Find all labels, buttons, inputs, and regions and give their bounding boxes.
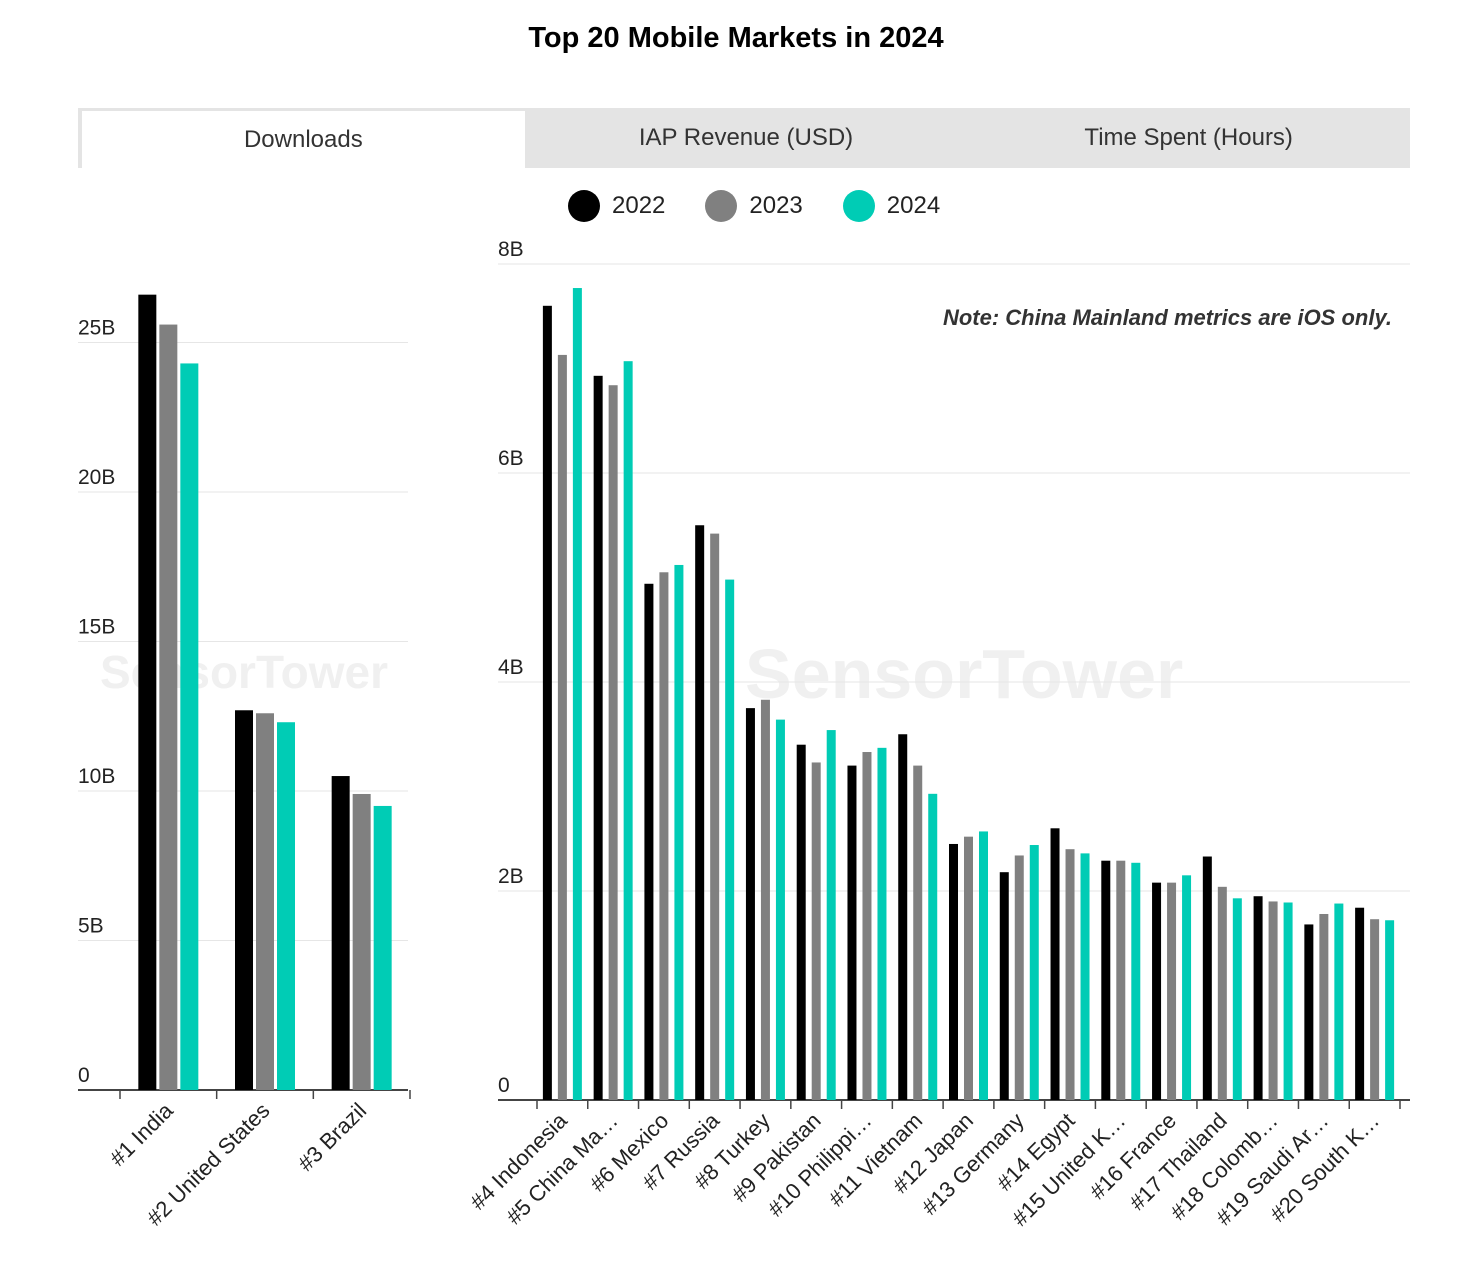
bar-9-pakistan-2024[interactable]	[826, 730, 836, 1100]
y-tick-label: 0	[78, 1064, 90, 1087]
bar-8-turkey-2023[interactable]	[760, 699, 770, 1100]
bar-3-brazil-2024[interactable]	[373, 805, 392, 1090]
bar-19-saudi-ar-2022[interactable]	[1304, 924, 1314, 1100]
bar-2-united-states-2024[interactable]	[277, 722, 295, 1090]
bar-6-mexico-2024[interactable]	[674, 564, 684, 1100]
bar-6-mexico-2023[interactable]	[659, 572, 669, 1100]
bar-11-vietnam-2024[interactable]	[928, 793, 938, 1100]
bar-14-egypt-2022[interactable]	[1050, 828, 1060, 1100]
bar-15-united-k-2022[interactable]	[1101, 860, 1111, 1100]
legend-label-2022: 2022	[612, 192, 666, 219]
bar-11-vietnam-2023[interactable]	[913, 765, 923, 1100]
legend-item-2022[interactable]: 2022	[568, 190, 665, 222]
bar-7-russia-2024[interactable]	[725, 579, 735, 1100]
bar-14-egypt-2024[interactable]	[1080, 853, 1090, 1100]
bar-7-russia-2022[interactable]	[695, 525, 705, 1100]
y-tick-label: 15B	[78, 616, 115, 639]
y-tick-label: 25B	[78, 317, 115, 340]
bar-4-indonesia-2023[interactable]	[557, 354, 567, 1100]
tab-downloads[interactable]: Downloads	[78, 108, 525, 168]
bar-17-thailand-2024[interactable]	[1232, 898, 1242, 1100]
bar-13-germany-2022[interactable]	[999, 872, 1009, 1100]
metric-tabs: Downloads IAP Revenue (USD) Time Spent (…	[78, 108, 1410, 168]
watermark-right: SensorTower	[745, 635, 1183, 713]
page-title: Top 20 Mobile Markets in 2024	[528, 22, 944, 54]
chart-note: Note: China Mainland metrics are iOS onl…	[943, 305, 1392, 330]
legend-swatch-2023	[705, 190, 738, 222]
bar-1-india-2024[interactable]	[180, 363, 199, 1090]
bar-2-united-states-2023[interactable]	[256, 713, 274, 1090]
y-tick-label: 0	[498, 1074, 510, 1097]
tab-time-spent[interactable]: Time Spent (Hours)	[1084, 124, 1293, 151]
legend-item-2023[interactable]: 2023	[705, 190, 803, 222]
bar-18-colomb-2022[interactable]	[1253, 896, 1263, 1100]
bar-12-japan-2023[interactable]	[964, 836, 973, 1100]
bar-18-colomb-2024[interactable]	[1283, 902, 1293, 1100]
bar-19-saudi-ar-2024[interactable]	[1334, 903, 1344, 1100]
chart-legend: 2022 2023 2024	[568, 190, 940, 222]
bar-14-egypt-2023[interactable]	[1065, 849, 1075, 1100]
bar-5-china-ma-2024[interactable]	[623, 361, 633, 1100]
bar-15-united-k-2024[interactable]	[1131, 862, 1141, 1100]
bar-20-south-k-2023[interactable]	[1370, 919, 1380, 1100]
bar-10-philippi-2022[interactable]	[847, 765, 857, 1100]
bar-17-thailand-2022[interactable]	[1202, 856, 1212, 1100]
bar-17-thailand-2023[interactable]	[1217, 886, 1227, 1100]
y-tick-label: 2B	[498, 865, 524, 888]
bar-18-colomb-2023[interactable]	[1268, 901, 1278, 1100]
bar-10-philippi-2024[interactable]	[877, 747, 887, 1100]
bar-8-turkey-2022[interactable]	[745, 708, 755, 1100]
bar-10-philippi-2023[interactable]	[862, 752, 872, 1100]
bar-20-south-k-2022[interactable]	[1355, 907, 1365, 1100]
y-tick-label: 5B	[78, 915, 104, 938]
bar-9-pakistan-2022[interactable]	[796, 744, 806, 1100]
bar-5-china-ma-2023[interactable]	[608, 385, 618, 1101]
bar-4-indonesia-2022[interactable]	[542, 305, 552, 1100]
bar-12-japan-2022[interactable]	[949, 843, 958, 1100]
bar-16-france-2023[interactable]	[1167, 882, 1177, 1100]
legend-label-2024: 2024	[886, 192, 941, 219]
bar-11-vietnam-2022[interactable]	[898, 734, 908, 1100]
bar-20-south-k-2024[interactable]	[1385, 920, 1395, 1100]
legend-swatch-2024	[842, 190, 875, 222]
y-tick-label: 8B	[498, 238, 524, 261]
bar-8-turkey-2024[interactable]	[775, 719, 785, 1100]
y-tick-label: 10B	[78, 765, 115, 788]
bar-16-france-2022[interactable]	[1152, 882, 1162, 1100]
bar-9-pakistan-2023[interactable]	[811, 762, 821, 1100]
tab-iap-revenue[interactable]: IAP Revenue (USD)	[638, 124, 854, 151]
y-tick-label: 20B	[78, 466, 115, 489]
bar-7-russia-2023[interactable]	[710, 533, 720, 1100]
y-tick-label: 6B	[498, 447, 524, 470]
bar-12-japan-2024[interactable]	[979, 831, 988, 1100]
bar-5-china-ma-2022[interactable]	[593, 375, 603, 1100]
bar-19-saudi-ar-2023[interactable]	[1319, 913, 1329, 1100]
bar-13-germany-2023[interactable]	[1014, 855, 1024, 1100]
bar-13-germany-2024[interactable]	[1029, 845, 1039, 1100]
bar-1-india-2023[interactable]	[159, 324, 178, 1090]
x-tick-label: #1 India	[105, 1097, 179, 1171]
y-tick-label: 4B	[498, 656, 524, 679]
legend-swatch-2022	[568, 190, 600, 222]
bar-15-united-k-2023[interactable]	[1116, 860, 1126, 1100]
legend-item-2024[interactable]: 2024	[842, 190, 941, 222]
bar-4-indonesia-2024[interactable]	[572, 288, 582, 1100]
x-tick-label: #3 Brazil	[293, 1098, 371, 1176]
legend-label-2023: 2023	[749, 192, 803, 219]
bar-2-united-states-2022[interactable]	[235, 710, 253, 1090]
bar-3-brazil-2023[interactable]	[352, 793, 371, 1090]
bar-16-france-2024[interactable]	[1182, 875, 1192, 1100]
bar-3-brazil-2022[interactable]	[331, 776, 350, 1090]
bar-6-mexico-2022[interactable]	[644, 583, 654, 1100]
bar-1-india-2022[interactable]	[138, 294, 157, 1090]
